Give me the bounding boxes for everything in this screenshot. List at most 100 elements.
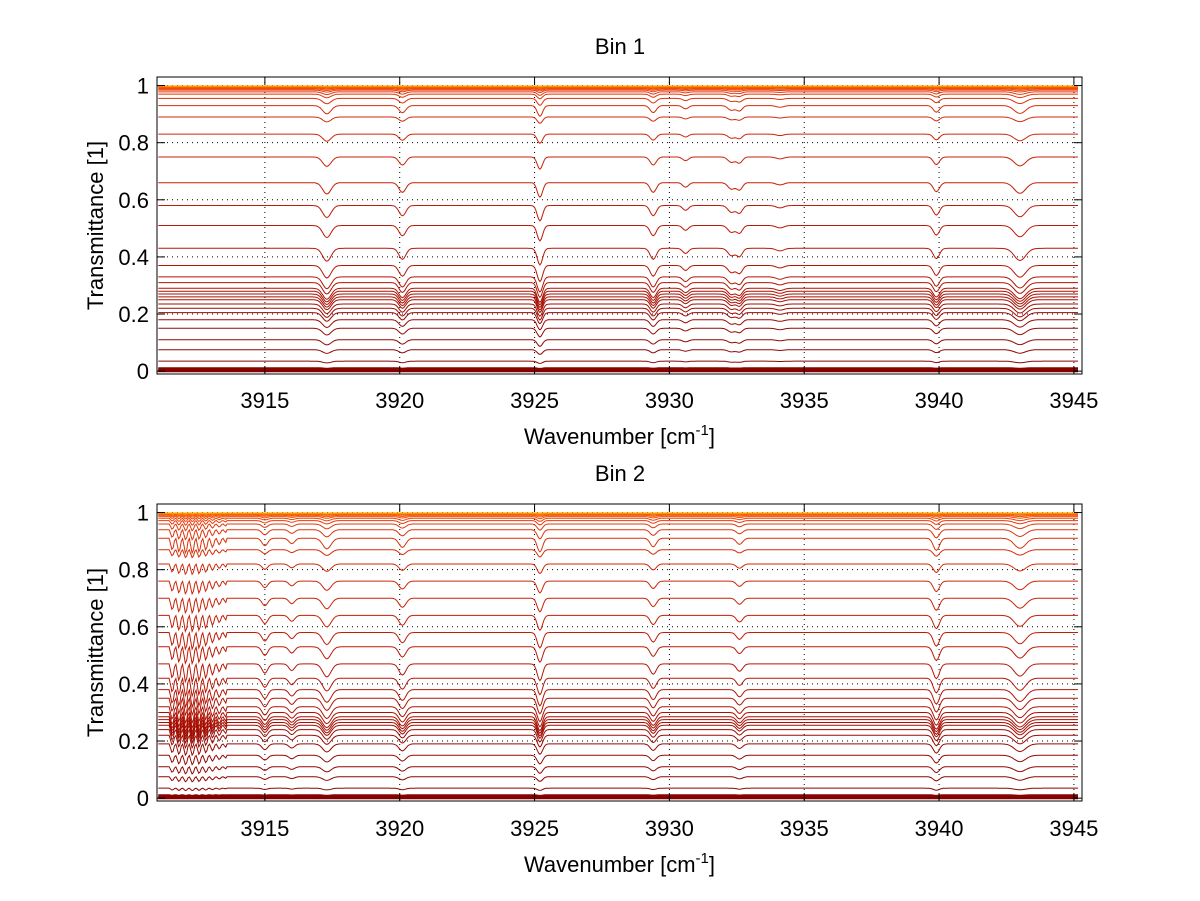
spectrum-line [158, 705, 1078, 725]
spectrum-line [158, 728, 1078, 745]
axes-box [156, 503, 1083, 802]
x-tick-label: 3945 [1049, 816, 1098, 841]
spectrum-line [158, 516, 1078, 520]
spectrum-line [158, 296, 1078, 311]
y-tick-label: 0 [137, 786, 149, 811]
spectrum-line [158, 776, 1078, 783]
x-tick-label: 3935 [780, 388, 829, 413]
x-tick-label: 3915 [240, 816, 289, 841]
spectrum-line [158, 205, 1078, 222]
spectrum-line [158, 91, 1078, 96]
x-tick-label: 3945 [1049, 388, 1098, 413]
chart-title: Bin 2 [595, 461, 645, 486]
x-tick-label: 3915 [240, 388, 289, 413]
spectrum-line [158, 133, 1078, 144]
spectrum-line [158, 307, 1078, 321]
x-tick-label: 3920 [375, 816, 424, 841]
spectrum-line [158, 299, 1078, 314]
spectrum-line [158, 116, 1078, 124]
spectrum-line [158, 517, 1078, 523]
spectrum-line [158, 580, 1078, 596]
x-axis-label-superscript: -1 [696, 422, 709, 439]
y-tick-labels: 0 0.2 0.4 0.6 0.8 1 [118, 74, 149, 385]
spectrum-line [158, 367, 1078, 371]
y-axis-label: Transmittance [1] [83, 141, 108, 310]
x-axis-label: Wavenumber [cm-1] [524, 850, 715, 877]
spectrum-line [158, 87, 1078, 90]
spectrum-line [158, 614, 1078, 634]
y-tick-label: 0.4 [118, 245, 149, 270]
x-tick-label: 3935 [780, 816, 829, 841]
y-tick-label: 1 [137, 74, 149, 99]
spectrum-line [158, 766, 1078, 775]
spectrum-line [158, 290, 1078, 306]
spectrum-line [158, 349, 1078, 355]
spectrum-line [158, 742, 1078, 757]
spectrum-line [158, 293, 1078, 309]
spectrum-line [158, 93, 1078, 100]
spectrum-line [158, 282, 1078, 299]
spectrum-line [158, 528, 1078, 541]
y-tick-label: 0.8 [118, 558, 149, 583]
spectrum-line [158, 156, 1078, 170]
spectrum-line [158, 97, 1078, 107]
x-axis-label-superscript: -1 [696, 850, 709, 867]
spectrum-line [158, 795, 1078, 799]
spectrum-line [158, 754, 1078, 766]
spectrum-line [158, 548, 1078, 559]
spectrum-line [158, 327, 1078, 338]
spectrum-line [158, 514, 1078, 518]
y-tick-label: 0.2 [118, 302, 149, 327]
x-tick-label: 3920 [375, 388, 424, 413]
y-tick-label: 0.6 [118, 188, 149, 213]
spectrum-line [158, 724, 1078, 741]
y-tick-label: 1 [137, 501, 149, 526]
spectrum-line [158, 312, 1078, 325]
spectrum-line [158, 523, 1078, 532]
y-tick-label: 0 [137, 359, 149, 384]
spectrum-line [158, 537, 1078, 555]
spectrum-line [158, 597, 1078, 615]
spectrum-line [158, 718, 1078, 736]
spectrum-line [158, 631, 1078, 651]
series-group [158, 512, 1078, 800]
axes-box [156, 76, 1083, 375]
x-tick-label: 3940 [915, 816, 964, 841]
spectrum-line [158, 339, 1078, 347]
subplot-bin-2: Bin 2 3915 3920 3925 3930 3935 3940 3945… [83, 461, 1098, 877]
spectrum-line [158, 225, 1078, 242]
x-tick-label: 3925 [510, 816, 559, 841]
spectrum-line [158, 721, 1078, 739]
spectrum-line [158, 303, 1078, 318]
y-tick-label: 0.6 [118, 615, 149, 640]
x-tick-label: 3940 [915, 388, 964, 413]
spectrum-line [158, 105, 1078, 117]
spectrum-line [158, 265, 1078, 283]
x-tick-labels: 3915 3920 3925 3930 3935 3940 3945 [240, 388, 1098, 413]
y-tick-label: 0.2 [118, 729, 149, 754]
spectrum-line [158, 88, 1078, 92]
spectrum-line [158, 787, 1078, 792]
subplot-bin-1: Bin 1 3915 3920 3925 3930 3935 3940 3945… [83, 34, 1098, 449]
spectrum-line [158, 319, 1078, 331]
x-axis-label-text: Wavenumber [cm [524, 424, 696, 449]
spectrum-line [158, 514, 1078, 517]
spectrum-line [158, 662, 1078, 684]
spectrum-line [158, 287, 1078, 304]
spectrum-line [158, 734, 1078, 750]
spectrum-line [158, 794, 1078, 798]
spectrum-line [158, 645, 1078, 666]
y-tick-label: 0.4 [118, 672, 149, 697]
x-tick-label: 3930 [645, 816, 694, 841]
x-tick-label: 3925 [510, 388, 559, 413]
y-tick-label: 0.8 [118, 131, 149, 156]
spectrum-line [158, 688, 1078, 710]
x-tick-labels: 3915 3920 3925 3930 3935 3940 3945 [240, 816, 1098, 841]
x-axis-label-text: Wavenumber [cm [524, 852, 696, 877]
spectrum-line [158, 519, 1078, 526]
spectrum-line [158, 676, 1078, 698]
spectrum-line [158, 276, 1078, 293]
x-tick-label: 3930 [645, 388, 694, 413]
